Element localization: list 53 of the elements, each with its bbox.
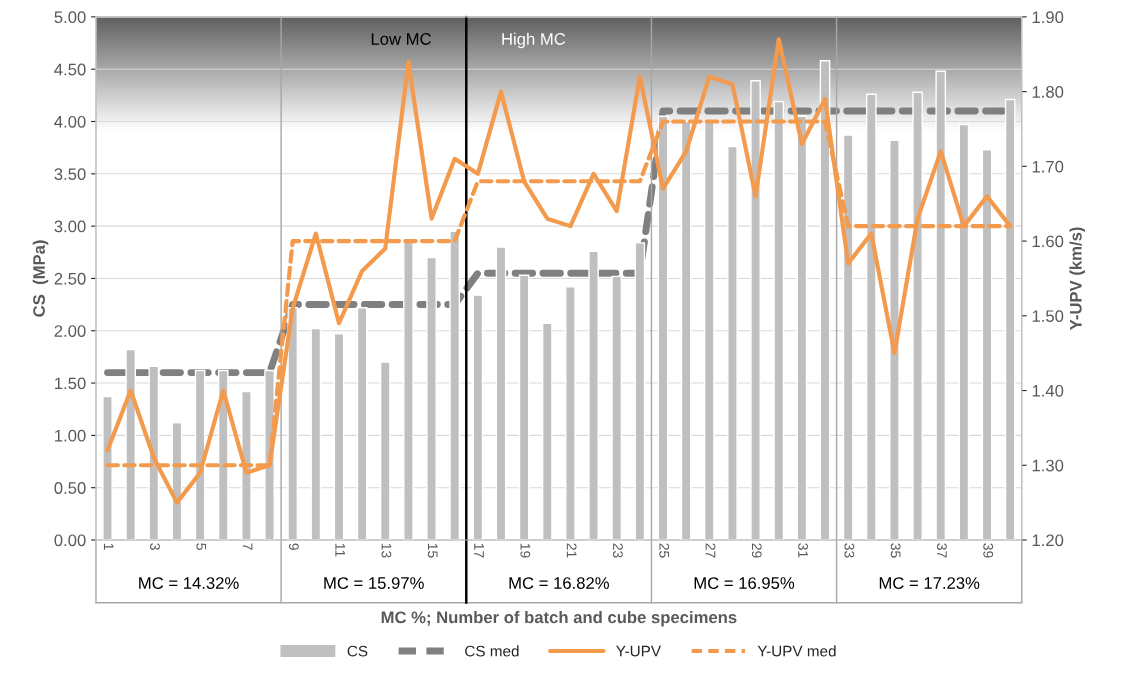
x-tick-label: 39 — [983, 543, 994, 558]
legend-label: Y-UPV — [616, 645, 661, 657]
y2-tick-label: 1.20 — [1032, 534, 1064, 547]
x-tick-label: 13 — [381, 543, 392, 558]
y2-axis-title: Y-UPV (km/s) — [1069, 227, 1085, 331]
x-tick-label: 17 — [474, 543, 484, 558]
y-tick-label: 4.50 — [54, 63, 86, 76]
x-tick-label: 23 — [612, 543, 623, 558]
y2-tick-label: 1.30 — [1032, 459, 1064, 472]
y-tick-label: 1.50 — [55, 377, 86, 390]
y-tick-label: 2.50 — [54, 272, 86, 285]
x-tick-label: 1 — [103, 543, 114, 550]
legend-label: Y-UPV med — [757, 645, 836, 657]
y-tick-label: 0.00 — [54, 534, 86, 547]
x-tick-label: 31 — [798, 543, 808, 558]
x-tick-label: 5 — [196, 543, 207, 550]
annotation: Low MC — [371, 33, 431, 45]
x-tick-label: 29 — [751, 543, 762, 558]
x-tick-label: 9 — [288, 543, 299, 550]
x-tick-label: 21 — [566, 543, 577, 558]
x-tick-label: 19 — [520, 543, 531, 558]
text: MC = 17.23% — [879, 577, 980, 589]
y-tick-label: 5.00 — [54, 11, 86, 24]
text: MC = 15.97% — [324, 577, 424, 589]
x-tick-label: 11 — [335, 543, 345, 557]
y-tick-label: 1.00 — [55, 429, 86, 442]
legend-label: CS med — [465, 645, 519, 657]
x-tick-label: 37 — [937, 543, 947, 558]
y-tick-label: 2.00 — [54, 325, 86, 337]
legend-label: CS — [347, 645, 368, 657]
y2-tick-label: 1.90 — [1032, 11, 1064, 24]
x-tick-label: 3 — [150, 543, 160, 550]
y2-tick-label: 1.50 — [1032, 310, 1064, 323]
x-tick-label: 35 — [890, 543, 901, 558]
annotation: High MC — [502, 32, 566, 49]
x-tick-label: 7 — [242, 543, 253, 550]
x-tick-label: 25 — [659, 543, 670, 558]
text: MC = 16.95% — [694, 577, 795, 589]
x-tick-label: 33 — [844, 543, 855, 558]
y2-tick-label: 1.60 — [1032, 235, 1064, 248]
y-axis-title: CS (MPa) — [32, 240, 49, 317]
x-axis-title: MC %; Number of batch and cube specimens — [381, 611, 737, 627]
text: MC = 14.32% — [139, 577, 239, 589]
y2-tick-label: 1.80 — [1032, 86, 1064, 98]
x-tick-label: 15 — [427, 543, 438, 558]
y-tick-label: 0.50 — [54, 482, 86, 494]
x-tick-label: 27 — [705, 543, 716, 558]
text: MC = 16.82% — [509, 577, 609, 589]
y-tick-label: 3.00 — [54, 220, 86, 233]
y-tick-label: 4.00 — [54, 115, 86, 128]
y2-tick-label: 1.70 — [1032, 160, 1064, 173]
y-tick-label: 3.50 — [54, 168, 86, 181]
y2-tick-label: 1.40 — [1032, 384, 1064, 397]
